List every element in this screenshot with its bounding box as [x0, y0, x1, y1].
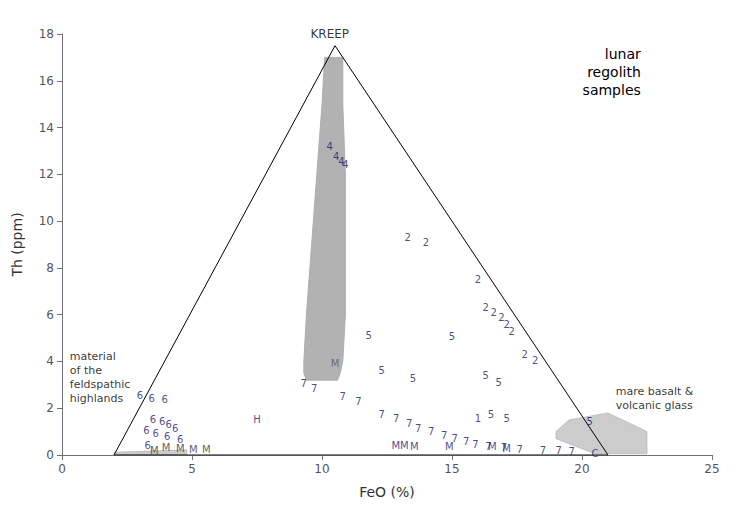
- svg-text:2: 2: [483, 302, 489, 313]
- svg-text:material: material: [70, 350, 116, 363]
- svg-text:C: C: [592, 448, 599, 459]
- svg-text:samples: samples: [583, 82, 641, 98]
- svg-text:lunar: lunar: [605, 46, 641, 62]
- svg-text:7: 7: [463, 436, 469, 447]
- svg-text:10: 10: [314, 462, 329, 476]
- svg-text:M: M: [202, 444, 211, 455]
- svg-text:6: 6: [172, 423, 178, 434]
- svg-text:M: M: [176, 443, 185, 454]
- svg-text:4: 4: [333, 151, 340, 163]
- svg-text:M: M: [150, 445, 159, 456]
- svg-text:4: 4: [327, 141, 333, 152]
- svg-text:16: 16: [39, 74, 54, 88]
- svg-text:2: 2: [490, 307, 496, 318]
- svg-text:12: 12: [39, 167, 54, 181]
- svg-text:volcanic glass: volcanic glass: [616, 399, 693, 412]
- svg-text:15: 15: [444, 462, 459, 476]
- svg-text:6: 6: [159, 416, 165, 427]
- svg-text:6: 6: [150, 414, 156, 425]
- svg-text:7: 7: [415, 423, 421, 434]
- svg-text:7: 7: [355, 396, 361, 407]
- svg-text:M: M: [331, 358, 340, 369]
- svg-text:14: 14: [39, 121, 54, 135]
- svg-text:10: 10: [39, 214, 54, 228]
- svg-text:Th (ppm): Th (ppm): [9, 212, 25, 277]
- svg-text:feldspathic: feldspathic: [70, 378, 131, 391]
- svg-text:mare basalt &: mare basalt &: [616, 385, 694, 398]
- svg-text:6: 6: [164, 431, 170, 442]
- svg-text:7: 7: [340, 391, 346, 402]
- svg-text:M: M: [502, 443, 511, 454]
- svg-text:FeO (%): FeO (%): [359, 484, 415, 500]
- svg-text:20: 20: [574, 462, 589, 476]
- svg-text:8: 8: [46, 261, 54, 275]
- svg-text:7: 7: [516, 444, 522, 455]
- svg-text:M: M: [410, 441, 419, 452]
- svg-text:2: 2: [532, 355, 538, 366]
- svg-text:5: 5: [449, 331, 455, 342]
- svg-text:6: 6: [149, 393, 155, 404]
- svg-text:2: 2: [423, 237, 429, 248]
- svg-text:5: 5: [503, 413, 509, 424]
- svg-text:5: 5: [483, 370, 489, 381]
- svg-text:7: 7: [451, 433, 458, 445]
- svg-text:25: 25: [704, 462, 719, 476]
- svg-text:7: 7: [379, 409, 385, 420]
- svg-text:MM: MM: [391, 440, 408, 451]
- svg-text:5: 5: [488, 409, 494, 420]
- svg-text:highlands: highlands: [70, 392, 124, 405]
- svg-text:18: 18: [39, 27, 54, 41]
- svg-text:2: 2: [46, 401, 54, 415]
- svg-text:6: 6: [143, 425, 149, 436]
- svg-text:7: 7: [311, 383, 317, 394]
- svg-text:2: 2: [503, 318, 510, 330]
- svg-text:M: M: [189, 444, 198, 455]
- svg-text:7: 7: [428, 426, 434, 437]
- svg-text:KREEP: KREEP: [310, 27, 349, 41]
- svg-text:5: 5: [587, 416, 593, 427]
- svg-text:0: 0: [58, 462, 66, 476]
- svg-text:2: 2: [405, 232, 411, 243]
- svg-text:7: 7: [555, 445, 561, 456]
- svg-text:6: 6: [46, 308, 54, 322]
- svg-text:6: 6: [177, 433, 184, 445]
- svg-text:6: 6: [165, 419, 171, 430]
- svg-text:5: 5: [379, 365, 385, 376]
- svg-text:6: 6: [152, 428, 158, 439]
- svg-text:4: 4: [342, 159, 348, 170]
- svg-text:5: 5: [496, 377, 502, 388]
- svg-text:6: 6: [144, 439, 151, 451]
- svg-text:6: 6: [137, 390, 143, 401]
- svg-text:5: 5: [410, 373, 416, 384]
- svg-text:7: 7: [301, 378, 307, 389]
- svg-text:7: 7: [568, 446, 574, 457]
- svg-text:2: 2: [509, 326, 515, 337]
- svg-text:2: 2: [498, 311, 505, 323]
- svg-text:2: 2: [522, 349, 528, 360]
- svg-text:of the: of the: [70, 364, 102, 377]
- svg-text:5: 5: [188, 462, 196, 476]
- svg-text:M: M: [445, 441, 454, 452]
- svg-text:7: 7: [472, 439, 478, 450]
- svg-text:M: M: [162, 442, 171, 453]
- svg-text:0: 0: [46, 448, 54, 462]
- svg-text:7: 7: [540, 445, 546, 456]
- svg-text:regolith: regolith: [587, 64, 641, 80]
- svg-text:1: 1: [475, 413, 481, 424]
- svg-text:7: 7: [406, 418, 412, 429]
- svg-text:M: M: [488, 441, 497, 452]
- svg-text:7: 7: [393, 413, 399, 424]
- svg-text:6: 6: [162, 394, 168, 405]
- svg-text:H: H: [253, 414, 261, 425]
- svg-text:7: 7: [441, 430, 447, 441]
- svg-text:2: 2: [475, 274, 481, 285]
- svg-text:5: 5: [366, 330, 372, 341]
- svg-text:4: 4: [46, 354, 54, 368]
